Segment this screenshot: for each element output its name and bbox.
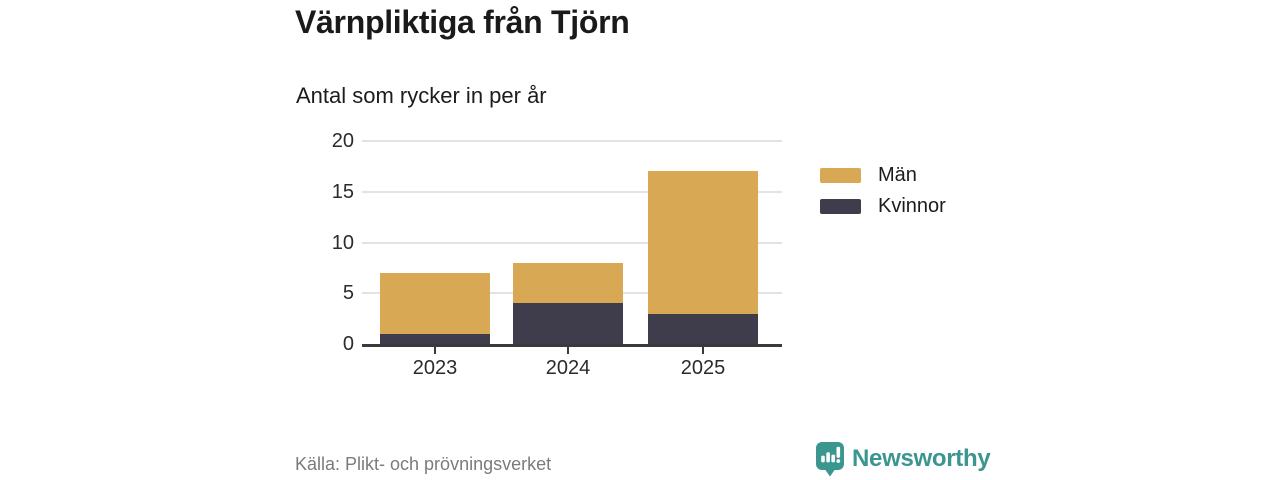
y-tick-label-20: 20 xyxy=(331,130,354,152)
bar-segment-2025-män xyxy=(648,171,758,314)
bar-segment-2023-män xyxy=(380,272,490,334)
gridline-20 xyxy=(362,140,782,142)
legend-swatch-women xyxy=(820,199,861,214)
x-tick-label-2023: 2023 xyxy=(412,357,458,379)
y-axis-labels: 0 5 10 15 20 xyxy=(290,130,354,355)
newsworthy-logo-icon xyxy=(815,441,845,477)
y-tick-label-5: 5 xyxy=(342,282,354,305)
legend-label-men: Män xyxy=(878,164,917,186)
x-tick-2024 xyxy=(567,347,569,354)
gridline-10 xyxy=(362,241,782,244)
legend: Män Kvinnor xyxy=(820,160,946,222)
bar-2024 xyxy=(513,262,623,344)
bar-segment-2025-kvinnor xyxy=(648,313,758,344)
bar-segment-2024-kvinnor xyxy=(513,303,623,344)
x-tick-label-2025: 2025 xyxy=(680,357,726,379)
plot-area xyxy=(362,140,782,347)
chart-subtitle: Antal som rycker in per år xyxy=(296,83,547,108)
bar-segment-2023-kvinnor xyxy=(380,333,490,344)
brand-name: Newsworthy xyxy=(852,445,991,472)
bar-2025 xyxy=(648,171,758,344)
legend-label-women: Kvinnor xyxy=(878,195,946,217)
legend-item-men: Män xyxy=(820,160,946,191)
y-tick-label-10: 10 xyxy=(331,231,354,254)
bar-segment-2024-män xyxy=(513,262,623,304)
x-tick-2025 xyxy=(702,347,704,354)
x-tick-2023 xyxy=(434,347,436,354)
x-tick-label-2024: 2024 xyxy=(545,357,591,379)
chart-title: Värnpliktiga från Tjörn xyxy=(295,4,630,40)
source-text: Källa: Plikt- och prövningsverket xyxy=(295,454,552,474)
bar-2023 xyxy=(380,272,490,344)
legend-swatch-men xyxy=(820,168,861,183)
brand-logo-link[interactable]: Newsworthy xyxy=(815,441,991,477)
y-tick-label-0: 0 xyxy=(342,333,354,355)
x-axis: 2023 2024 2025 xyxy=(362,344,782,389)
legend-item-women: Kvinnor xyxy=(820,191,946,222)
gridline-15 xyxy=(362,190,782,193)
y-tick-label-15: 15 xyxy=(331,180,354,203)
